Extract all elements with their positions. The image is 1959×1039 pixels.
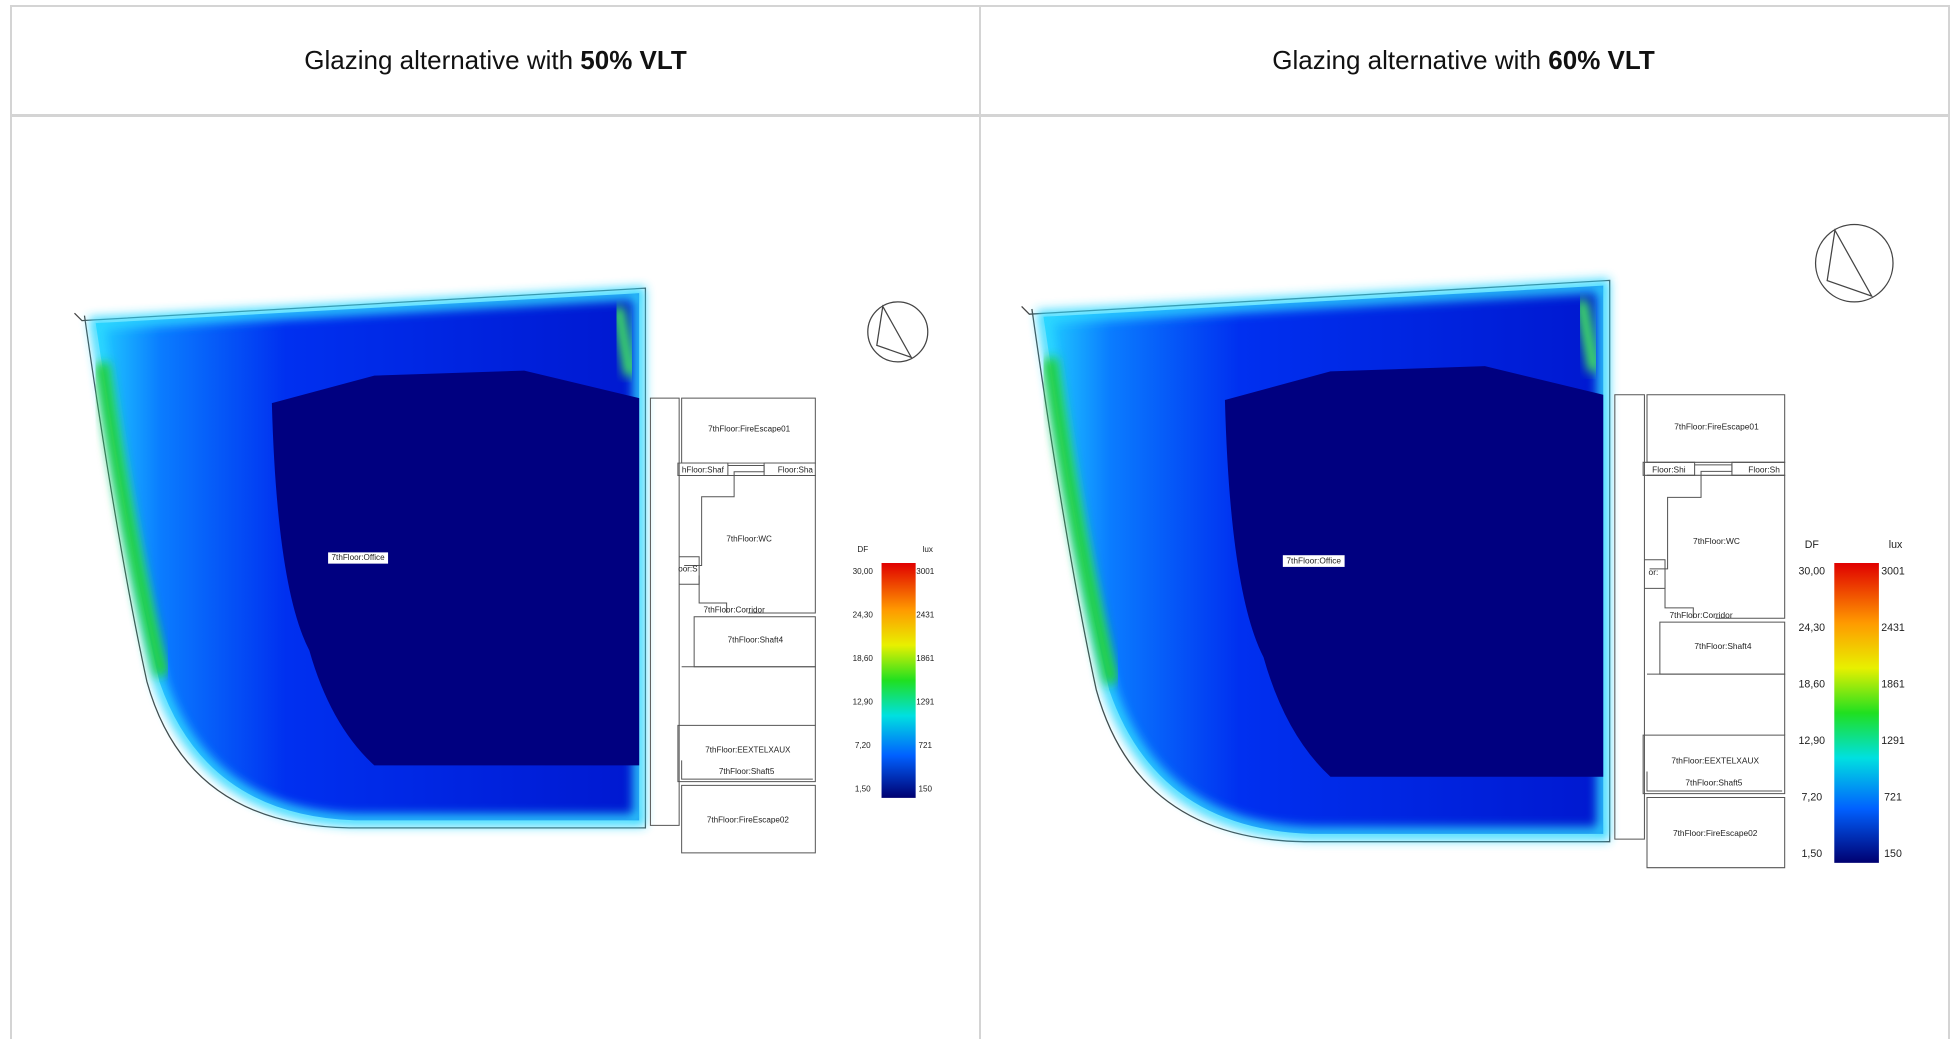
room-outline	[681, 475, 816, 614]
room-label: 7thFloor:Shaft5	[719, 767, 775, 776]
heat-edge-corner	[611, 305, 637, 377]
heat-edge-corner	[1575, 298, 1601, 373]
legend-lux: 150	[919, 784, 933, 793]
header-cell: Glazing alternative with 60% VLT	[979, 5, 1950, 117]
plan-outline	[74, 287, 647, 829]
legend-bar	[881, 563, 916, 798]
room-label: 7thFloor:FireEscape02	[1673, 828, 1758, 838]
legend-df: 12,90	[853, 697, 874, 706]
room-label: 7thFloor:Corridor	[703, 606, 765, 615]
room-label: oor:S	[678, 564, 698, 573]
legend-df: 24,30	[853, 610, 874, 619]
room-label: Floor:Sh	[1748, 464, 1780, 474]
legend-lux: 721	[919, 741, 933, 750]
header-bold: 50% VLT	[580, 45, 687, 75]
room-label: 7thFloor:EEXTELXAUX	[1671, 755, 1759, 765]
legend-lux: 3001	[916, 567, 935, 576]
room-outline	[1646, 797, 1786, 869]
room-outline	[1664, 579, 1694, 619]
room-label: hFloor:Shaf	[682, 466, 725, 475]
compass	[1814, 223, 1894, 303]
room-label: 7thFloor:EEXTELXAUX	[705, 746, 791, 755]
heat-core	[1224, 366, 1604, 777]
daylight-plot: 7thFloor:Office 7thFloor:FireEscape01 hFlo…	[74, 286, 935, 854]
room-outline	[1647, 474, 1786, 619]
legend-df: 30,00	[853, 567, 874, 576]
room-outline	[679, 556, 700, 585]
header-cell: Glazing alternative with 50% VLT	[10, 5, 981, 117]
room-label: or:	[1649, 567, 1659, 577]
legend-lux: 2431	[1881, 622, 1905, 634]
room-label: 7thFloor:Office	[332, 553, 386, 562]
room-label: Floor:Sha	[778, 466, 814, 475]
room-label: 7thFloor:FireEscape01	[708, 424, 791, 433]
room-label: 7thFloor:WC	[726, 534, 772, 543]
compass	[867, 301, 929, 363]
legend-df: 7,20	[1801, 791, 1822, 803]
room-outline	[1649, 464, 1733, 570]
room-label: 7thFloor:FireEscape02	[707, 816, 790, 825]
legend-df: 12,90	[1799, 735, 1826, 747]
header-text: Glazing alternative with	[1272, 45, 1549, 75]
legend-lux: 721	[1884, 791, 1902, 803]
room-label: 7thFloor:Corridor	[1669, 610, 1732, 620]
room-outline	[1644, 559, 1666, 589]
room-label: Floor:Shi	[1652, 464, 1686, 474]
header-text: Glazing alternative with	[304, 45, 581, 75]
compass-needle	[876, 304, 913, 359]
room-outline	[681, 784, 816, 854]
legend-df: 18,60	[1799, 678, 1826, 690]
legend-lux: 150	[1884, 848, 1902, 860]
room-outline	[649, 397, 680, 826]
header-bold: 60% VLT	[1548, 45, 1655, 75]
room-outline	[1647, 673, 1786, 736]
legend-bar	[1834, 563, 1879, 863]
legend-title: DF	[857, 545, 868, 554]
body-cell	[10, 117, 981, 1039]
legend-lux: 3001	[1881, 566, 1905, 578]
room-label: 7thFloor:Shaft4	[1694, 641, 1751, 651]
floor-plan: 7thFloor:Office 7thFloor:FireEscape01 hFlo…	[74, 286, 816, 854]
legend-title: DF	[1805, 539, 1820, 551]
room-label: 7thFloor:Shaft4	[728, 636, 784, 645]
room-outline	[681, 760, 813, 780]
body-cell	[979, 117, 1950, 1039]
room-label: 7thFloor:FireEscape01	[1674, 421, 1759, 431]
heat-edge-green	[1042, 357, 1120, 686]
legend-lux: 1291	[916, 697, 935, 706]
legend-lux: 1861	[916, 654, 935, 663]
heat-edge-green	[94, 362, 170, 678]
legend-df: 30,00	[1799, 566, 1826, 578]
legend-df: 24,30	[1799, 622, 1826, 634]
room-outline	[684, 465, 765, 567]
legend-df: 1,50	[1801, 848, 1822, 860]
room-outline	[1642, 734, 1786, 795]
room-outline	[1646, 771, 1783, 792]
daylight-plot: 7thFloor:Office 7thFloor:FireEscape01 Floo…	[1021, 223, 1905, 869]
heat-core	[271, 370, 640, 766]
floor-plan: 7thFloor:Office 7thFloor:FireEscape01 Floo…	[1021, 278, 1786, 869]
room-outline	[681, 666, 816, 726]
legend-df: 1,50	[855, 784, 871, 793]
legend-df: 18,60	[853, 654, 874, 663]
room-label: 7thFloor:Shaft5	[1685, 777, 1742, 787]
plan-outline	[1021, 279, 1611, 843]
legend-title: lux	[923, 545, 933, 554]
room-outline	[1614, 394, 1645, 840]
compass-needle	[1826, 228, 1874, 298]
room-label: 7thFloor:WC	[1693, 536, 1740, 546]
room-outline	[698, 575, 728, 613]
room-outline	[677, 724, 816, 783]
label-bg	[328, 552, 389, 564]
legend-lux: 1291	[1881, 735, 1905, 747]
room-label: 7thFloor:Office	[1286, 555, 1341, 565]
legend-lux: 1861	[1881, 678, 1905, 690]
label-bg	[1282, 555, 1345, 567]
legend-title: lux	[1889, 539, 1903, 551]
legend-df: 7,20	[855, 741, 871, 750]
legend-lux: 2431	[916, 610, 935, 619]
